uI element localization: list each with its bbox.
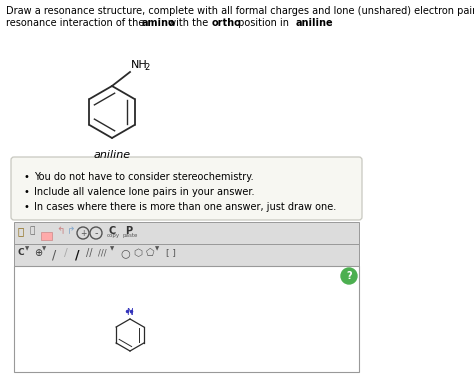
Text: +: + — [80, 228, 86, 238]
Bar — [14, 222, 359, 244]
Circle shape — [341, 268, 357, 284]
Bar — [14, 244, 359, 266]
Text: resonance interaction of the: resonance interaction of the — [6, 18, 147, 28]
Text: aniline: aniline — [295, 18, 333, 28]
Text: •: • — [24, 172, 30, 182]
Text: -: - — [94, 228, 98, 238]
Text: Include all valence lone pairs in your answer.: Include all valence lone pairs in your a… — [34, 187, 255, 197]
Text: aniline: aniline — [93, 150, 130, 160]
Bar — [14, 266, 359, 372]
Text: 2: 2 — [144, 63, 149, 72]
Text: ▼: ▼ — [25, 246, 29, 251]
FancyBboxPatch shape — [11, 157, 362, 220]
Text: ○: ○ — [120, 248, 130, 258]
Text: ▼: ▼ — [155, 246, 159, 251]
Text: N: N — [127, 308, 133, 317]
Text: •: • — [24, 187, 30, 197]
Text: ↰: ↰ — [56, 226, 65, 236]
Text: ⬠: ⬠ — [146, 248, 155, 258]
Text: Draw a resonance structure, complete with all formal charges and lone (unshared): Draw a resonance structure, complete wit… — [6, 6, 474, 16]
Text: amino: amino — [141, 18, 175, 28]
Text: //: // — [86, 248, 92, 258]
Text: NH: NH — [131, 60, 148, 70]
Text: •: • — [24, 202, 30, 212]
Text: /: / — [64, 248, 68, 258]
Text: P: P — [125, 226, 132, 236]
Text: copy: copy — [107, 233, 120, 238]
Text: ///: /// — [98, 248, 107, 257]
Text: C: C — [109, 226, 116, 236]
Text: .: . — [328, 18, 331, 28]
Text: ⬡: ⬡ — [133, 248, 142, 258]
Text: ▼: ▼ — [42, 246, 46, 251]
Text: with the: with the — [164, 18, 211, 28]
Bar — [41, 232, 52, 240]
Text: ▼: ▼ — [110, 246, 114, 251]
Text: ✋: ✋ — [18, 226, 24, 236]
Text: ortho: ortho — [211, 18, 241, 28]
Text: [ ]: [ ] — [166, 248, 176, 257]
Text: In cases where there is more than one answer, just draw one.: In cases where there is more than one an… — [34, 202, 336, 212]
Text: paste: paste — [123, 233, 138, 238]
Text: 🗑: 🗑 — [30, 226, 36, 235]
Text: C: C — [18, 248, 25, 257]
Text: ?: ? — [346, 271, 352, 281]
Text: ↱: ↱ — [67, 226, 76, 236]
Text: You do not have to consider stereochemistry.: You do not have to consider stereochemis… — [34, 172, 254, 182]
Text: /: / — [75, 248, 80, 261]
Text: /: / — [52, 248, 56, 261]
Text: position in: position in — [235, 18, 292, 28]
Text: ⊕: ⊕ — [34, 248, 42, 258]
